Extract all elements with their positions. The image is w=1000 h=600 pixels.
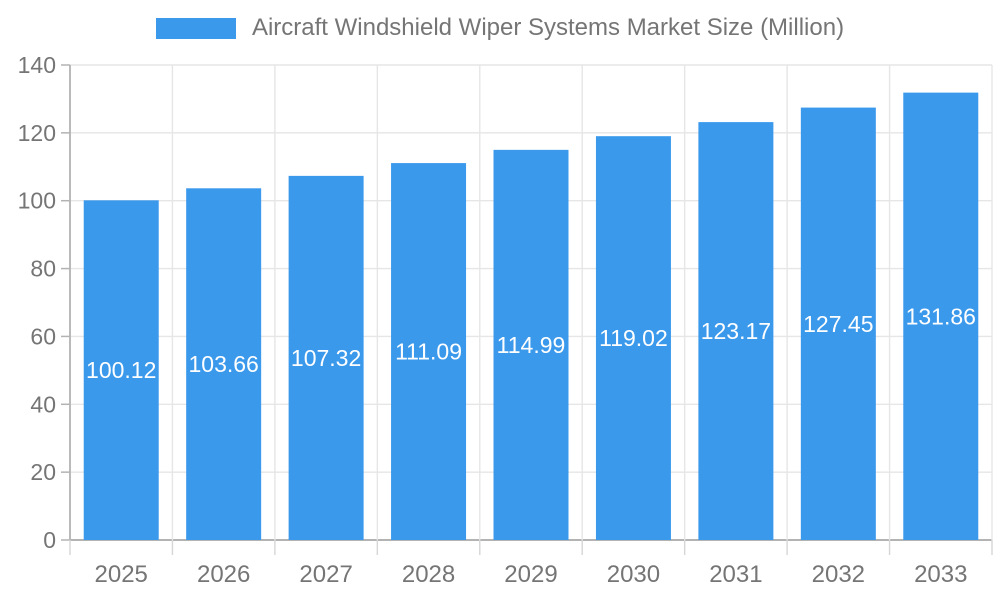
y-axis-label: 80 <box>30 256 56 282</box>
x-axis-label: 2032 <box>812 561 865 588</box>
y-axis-label: 0 <box>43 527 56 553</box>
bar-value-label: 131.86 <box>906 303 976 329</box>
x-axis-label: 2030 <box>607 561 660 588</box>
y-axis-label: 40 <box>30 391 56 417</box>
x-axis-label: 2026 <box>197 561 250 588</box>
bar-value-label: 107.32 <box>291 345 361 371</box>
y-axis-label: 20 <box>30 459 56 485</box>
bar[interactable] <box>391 163 467 540</box>
y-axis-label: 140 <box>18 52 56 78</box>
bar[interactable] <box>698 122 774 541</box>
x-axis-label: 2031 <box>709 561 762 588</box>
bar-value-label: 100.12 <box>86 357 156 383</box>
bar-value-label: 127.45 <box>803 311 873 337</box>
x-axis-label: 2027 <box>299 561 352 588</box>
bar-value-label: 114.99 <box>497 332 566 358</box>
y-axis-label: 60 <box>30 323 56 349</box>
bar-value-label: 111.09 <box>395 339 462 365</box>
legend-swatch <box>155 17 236 39</box>
chart-legend[interactable]: Aircraft Windshield Wiper Systems Market… <box>0 14 1000 42</box>
bar-value-label: 119.02 <box>599 325 668 351</box>
bar[interactable] <box>288 175 364 540</box>
x-axis-label: 2025 <box>95 561 148 588</box>
y-axis-label: 100 <box>18 188 56 214</box>
bar[interactable] <box>186 188 262 540</box>
bar-value-label: 123.17 <box>701 318 771 344</box>
bar[interactable] <box>83 200 159 541</box>
chart-title: Aircraft Windshield Wiper Systems Market… <box>251 14 845 41</box>
bar[interactable] <box>493 149 569 541</box>
y-axis-label: 120 <box>18 120 56 146</box>
bar[interactable] <box>800 107 876 541</box>
bar[interactable] <box>595 136 671 541</box>
x-axis-label: 2029 <box>504 561 557 588</box>
x-axis-label: 2033 <box>914 561 967 588</box>
bar-value-label: 103.66 <box>188 351 258 377</box>
bar[interactable] <box>903 92 979 540</box>
x-axis-label: 2028 <box>402 561 455 588</box>
